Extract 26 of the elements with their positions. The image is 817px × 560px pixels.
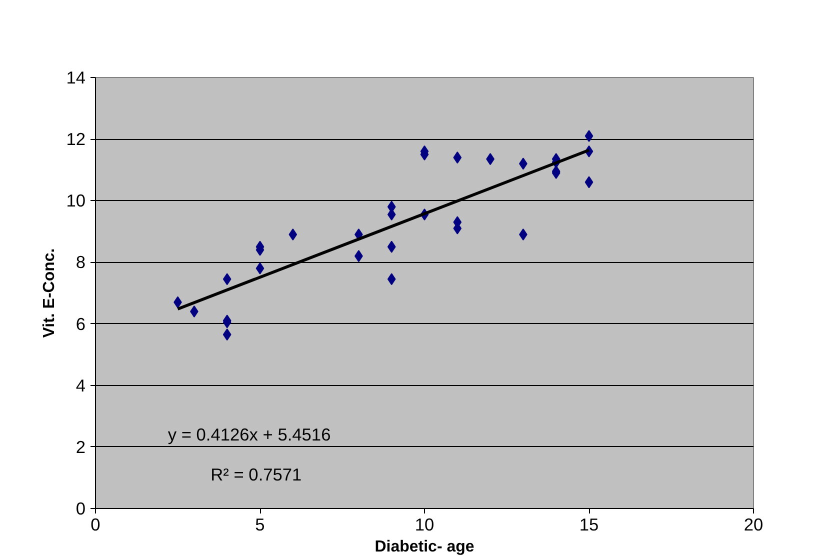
y-tick-label: 12 [66, 129, 86, 150]
point [584, 176, 594, 188]
x-tick-label: 0 [90, 514, 100, 534]
y-tick-label: 14 [66, 68, 86, 88]
point [387, 240, 396, 253]
x-tick-label: 5 [255, 514, 265, 534]
point [453, 152, 462, 164]
y-tick-label: 8 [76, 252, 86, 272]
y-tick-label: 6 [76, 314, 86, 334]
point [584, 130, 594, 142]
x-tick-label: 15 [579, 514, 599, 534]
x-tick-label: 20 [744, 514, 764, 534]
point [288, 228, 298, 241]
y-tick-label: 4 [76, 375, 86, 396]
point [222, 273, 232, 286]
point [387, 273, 396, 286]
x-tick-label: 10 [414, 514, 434, 534]
y-tick-label: 0 [76, 498, 86, 518]
annotation: R² = 0.7571 [210, 464, 302, 485]
y-tick-label: 2 [76, 436, 86, 457]
annotation: y = 0.4126x + 5.4516 [168, 424, 331, 445]
point [256, 262, 264, 274]
point [222, 328, 232, 341]
x-axis-title: Diabetic- age [374, 538, 474, 556]
y-tick-label: 10 [66, 190, 86, 211]
y-axis-title: Vit. E-Conc. [41, 248, 58, 338]
